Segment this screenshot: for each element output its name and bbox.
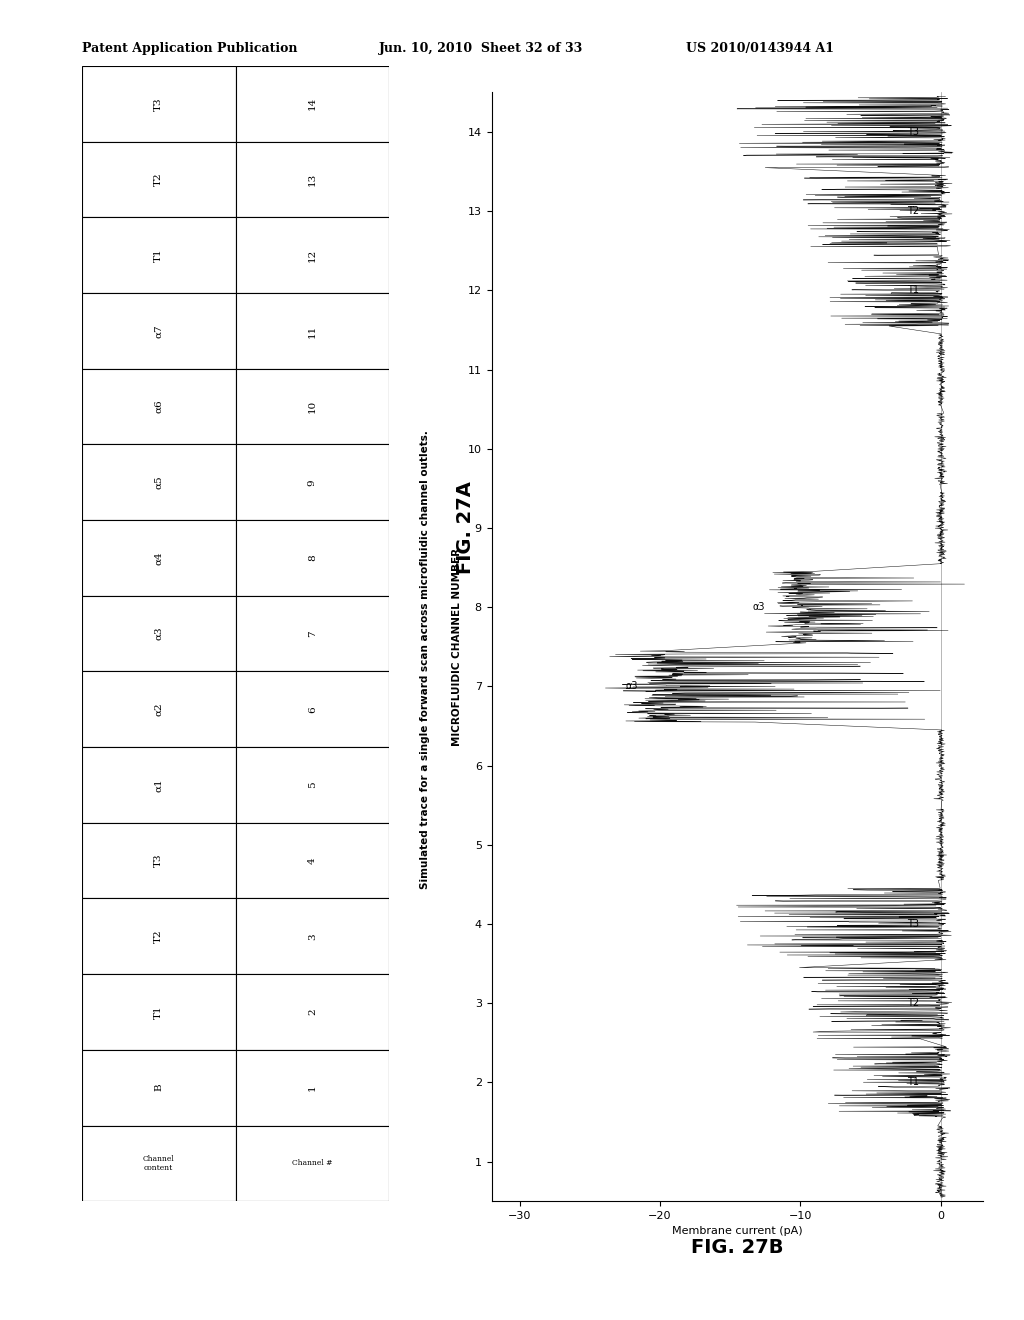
Bar	[82, 445, 236, 520]
Text: Patent Application Publication: Patent Application Publication	[82, 42, 297, 55]
Text: US 2010/0143944 A1: US 2010/0143944 A1	[686, 42, 835, 55]
Text: α3: α3	[752, 602, 765, 612]
Bar	[236, 974, 389, 1049]
Bar	[236, 899, 389, 974]
Bar	[236, 672, 389, 747]
Bar	[82, 141, 236, 218]
Bar	[236, 218, 389, 293]
Text: α4: α4	[155, 552, 163, 565]
Text: 13: 13	[308, 173, 316, 186]
Text: 14: 14	[308, 98, 316, 111]
Bar	[82, 595, 236, 672]
Text: FIG. 27A: FIG. 27A	[457, 482, 475, 574]
Bar	[82, 520, 236, 595]
Text: 10: 10	[308, 400, 316, 413]
Bar	[82, 368, 236, 445]
Text: Channel
content: Channel content	[142, 1155, 175, 1172]
Bar	[82, 293, 236, 368]
Bar	[236, 445, 389, 520]
Text: 7: 7	[308, 630, 316, 638]
Text: α3: α3	[155, 627, 163, 640]
Bar	[82, 747, 236, 822]
Text: 8: 8	[308, 554, 316, 561]
Text: 2: 2	[308, 1008, 316, 1015]
Text: T1: T1	[155, 248, 163, 261]
Bar	[236, 141, 389, 218]
Text: T3: T3	[155, 854, 163, 867]
Bar	[236, 520, 389, 595]
Text: 9: 9	[308, 479, 316, 486]
Text: T3: T3	[907, 127, 919, 137]
Text: Jun. 10, 2010  Sheet 32 of 33: Jun. 10, 2010 Sheet 32 of 33	[379, 42, 583, 55]
Text: 4: 4	[308, 857, 316, 865]
Text: T2: T2	[907, 206, 919, 216]
Bar	[82, 672, 236, 747]
Bar	[82, 1049, 236, 1126]
Bar	[82, 899, 236, 974]
Bar	[82, 66, 236, 141]
Bar	[82, 822, 236, 899]
Text: α2: α2	[155, 702, 163, 715]
Bar	[236, 822, 389, 899]
Text: T3: T3	[155, 98, 163, 111]
Text: α3: α3	[626, 681, 638, 692]
Bar	[236, 368, 389, 445]
Text: 12: 12	[308, 248, 316, 261]
Text: T1: T1	[155, 1006, 163, 1019]
Bar	[82, 218, 236, 293]
Y-axis label: MICROFLUIDIC CHANNEL NUMBER: MICROFLUIDIC CHANNEL NUMBER	[453, 548, 462, 746]
Text: α7: α7	[155, 325, 163, 338]
Text: T1: T1	[907, 1077, 919, 1088]
Text: 11: 11	[308, 325, 316, 338]
X-axis label: Membrane current (pA): Membrane current (pA)	[672, 1226, 803, 1237]
Text: T2: T2	[155, 929, 163, 942]
Text: α6: α6	[155, 400, 163, 413]
Text: 3: 3	[308, 933, 316, 940]
Bar	[82, 1126, 236, 1201]
Text: T2: T2	[155, 173, 163, 186]
Text: B: B	[155, 1084, 163, 1092]
Bar	[236, 293, 389, 368]
Bar	[236, 66, 389, 141]
Bar	[82, 974, 236, 1049]
Text: T2: T2	[907, 998, 919, 1008]
Bar	[236, 595, 389, 672]
Text: T1: T1	[907, 285, 919, 296]
Text: 1: 1	[308, 1084, 316, 1092]
Text: 6: 6	[308, 706, 316, 713]
Text: Simulated trace for a single forward scan across microfluidic channel outlets.: Simulated trace for a single forward sca…	[420, 430, 430, 890]
Text: T3: T3	[907, 919, 919, 929]
Text: α1: α1	[155, 779, 163, 792]
Bar	[236, 1049, 389, 1126]
Text: α5: α5	[155, 475, 163, 488]
Text: FIG. 27B: FIG. 27B	[691, 1238, 783, 1257]
Bar	[236, 1126, 389, 1201]
Text: Channel #: Channel #	[292, 1159, 333, 1167]
Bar	[236, 747, 389, 822]
Text: 5: 5	[308, 781, 316, 788]
